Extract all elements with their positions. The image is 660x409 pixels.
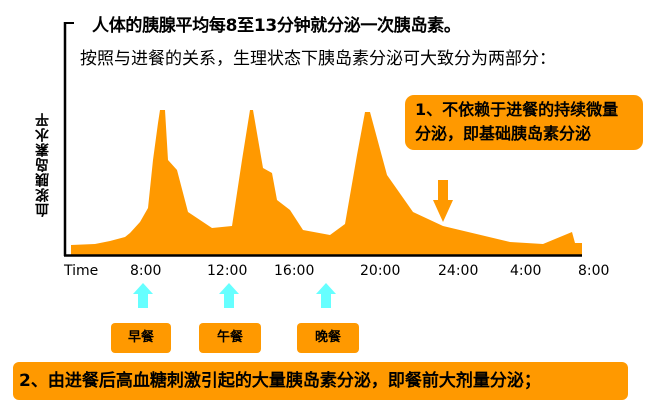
bolus-secretion-callout: 2、由进餐后高血糖刺激引起的大量胰岛素分泌，即餐前大剂量分泌； [13, 362, 628, 400]
basal-arrow-icon [433, 180, 453, 222]
basal-callout-line2: 分泌，即基础胰岛素分泌 [415, 124, 592, 143]
x-tick: 8:00 [130, 263, 162, 279]
x-tick: 20:00 [360, 263, 401, 279]
page-title: 人体的胰腺平均每8至13分钟就分泌一次胰岛素。 [92, 16, 461, 36]
page-subtitle: 按照与进餐的关系，生理状态下胰岛素分泌可大致分为两部分： [80, 49, 556, 69]
meal-dinner: 晚餐 [297, 323, 359, 353]
basal-secretion-callout: 1、不依赖于进餐的持续微量 分泌，即基础胰岛素分泌 [405, 95, 643, 150]
x-tick: 8:00 [578, 263, 610, 279]
insulin-area [71, 110, 582, 255]
x-tick: 12:00 [207, 263, 248, 279]
meal-lunch: 午餐 [199, 323, 261, 353]
title-bracket [64, 22, 74, 24]
meal-breakfast: 早餐 [111, 323, 171, 353]
dinner-arrow-icon [316, 283, 336, 308]
x-axis-label: Time [64, 263, 99, 279]
lunch-arrow-icon [219, 283, 239, 308]
breakfast-arrow-icon [133, 283, 153, 308]
x-tick: 24:00 [438, 263, 479, 279]
basal-callout-line1: 1、不依赖于进餐的持续微量 [415, 100, 619, 119]
x-tick: 4:00 [510, 263, 542, 279]
y-axis-label: 血浆胰岛素水平 [35, 112, 51, 217]
x-tick: 16:00 [274, 263, 315, 279]
